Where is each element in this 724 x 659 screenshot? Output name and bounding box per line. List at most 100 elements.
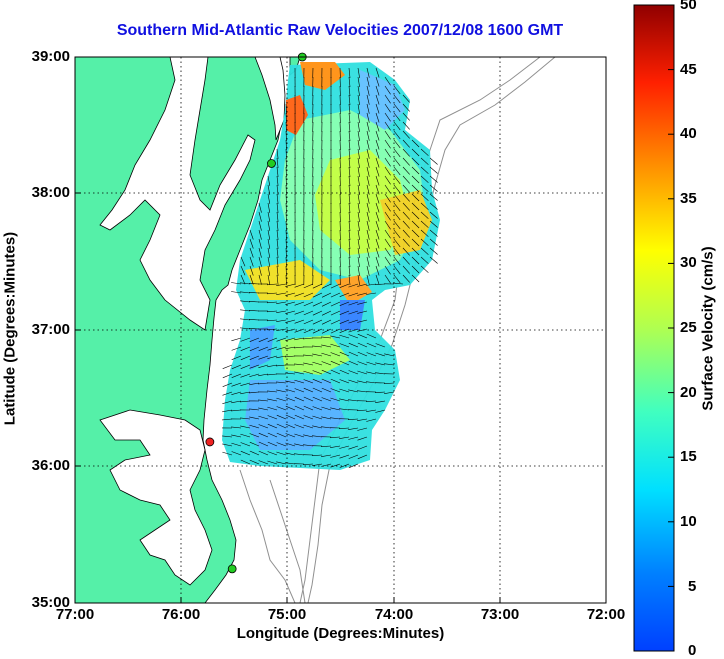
velocity-arrow [357, 310, 368, 314]
velocity-arrow [231, 346, 242, 351]
velocity-arrow [303, 301, 314, 307]
velocity-arrow [285, 139, 287, 151]
velocity-arrow [375, 400, 386, 403]
velocity-arrow [348, 166, 351, 178]
velocity-arrow [339, 319, 350, 324]
velocity-arrow [393, 238, 401, 248]
velocity-arrow [384, 220, 391, 230]
velocity-arrow [240, 274, 246, 285]
velocity-arrow [303, 319, 314, 325]
velocity-arrow [357, 342, 368, 348]
velocity-arrow [330, 343, 341, 348]
velocity-arrow [429, 211, 438, 219]
delaware-station [267, 159, 276, 168]
velocity-arrow [285, 405, 296, 411]
velocity-arrow [357, 193, 360, 204]
velocity-arrow [312, 283, 323, 289]
velocity-arrow [303, 424, 314, 429]
velocity-arrow [393, 103, 401, 113]
colorbar-tick-label: 35 [680, 190, 697, 207]
velocity-arrow [402, 202, 410, 211]
velocity-arrow [420, 247, 429, 255]
velocity-arrow [420, 202, 429, 210]
velocity-arrow [330, 352, 341, 357]
velocity-arrow [312, 378, 323, 384]
velocity-arrow [393, 247, 401, 257]
velocity-arrow [294, 292, 305, 297]
velocity-arrow [357, 292, 368, 296]
velocity-arrow [249, 441, 260, 447]
velocity-arrow [267, 337, 278, 342]
velocity-arrow [294, 371, 305, 375]
velocity-arrow [357, 333, 368, 339]
velocity-arrow [330, 369, 341, 375]
velocity-arrow [285, 414, 296, 420]
velocity-arrow [330, 328, 341, 334]
velocity-arrow [375, 352, 386, 357]
velocity-arrow [384, 121, 391, 131]
velocity-arrow [249, 256, 254, 267]
velocity-arrow [384, 76, 391, 86]
velocity-arrow [357, 370, 368, 375]
velocity-arrow [420, 220, 429, 228]
colorbar-tick-label: 5 [688, 578, 697, 595]
velocity-arrow [258, 274, 262, 285]
velocity-arrow [312, 345, 323, 348]
velocity-arrow [393, 220, 401, 230]
velocity-arrow [330, 292, 341, 298]
velocity-arrow [339, 388, 350, 393]
velocity-arrow [402, 94, 410, 103]
velocity-arrow [285, 175, 287, 187]
velocity-arrow [249, 373, 260, 377]
velocity-arrow [348, 76, 351, 88]
velocity-arrow [366, 238, 370, 249]
velocity-arrow [239, 400, 251, 403]
velocity-arrow [240, 382, 251, 386]
velocity-arrow [348, 247, 351, 259]
velocity-arrow [339, 369, 350, 375]
velocity-arrow [366, 265, 370, 276]
velocity-arrow [348, 265, 351, 277]
velocity-arrow [312, 310, 323, 316]
velocity-arrow [348, 445, 359, 450]
velocity-arrow [276, 389, 287, 393]
colorbar [633, 4, 675, 652]
velocity-arrow [303, 310, 314, 316]
velocity-arrow [375, 343, 386, 348]
velocity-arrow [321, 369, 332, 375]
velocity-arrow [375, 211, 380, 222]
velocity-arrow [285, 157, 287, 169]
velocity-arrow [348, 175, 351, 187]
velocity-arrow [258, 202, 262, 213]
velocity-arrow [384, 184, 391, 194]
velocity-arrow [375, 148, 380, 159]
velocity-arrow [267, 460, 278, 465]
velocity-arrow [339, 436, 350, 439]
velocity-arrow [240, 373, 251, 378]
velocity-arrow [240, 327, 251, 330]
velocity-arrow [320, 445, 332, 447]
velocity-arrow [249, 238, 254, 249]
velocity-arrow [294, 363, 305, 366]
velocity-arrow [276, 381, 287, 384]
velocity-arrow [393, 175, 401, 185]
velocity-arrow [276, 301, 287, 304]
velocity-arrow [411, 265, 420, 274]
velocity-arrow [240, 417, 251, 420]
velocity-arrow [429, 193, 438, 201]
velocity-arrow [366, 157, 370, 168]
velocity-arrow [339, 463, 350, 468]
velocity-arrow [366, 361, 377, 366]
velocity-arrow [222, 435, 233, 438]
velocity-arrow [348, 157, 351, 169]
velocity-arrow [420, 229, 429, 237]
velocity-arrow [285, 397, 296, 402]
velocity-arrow [411, 175, 420, 184]
velocity-arrow [267, 432, 278, 438]
grid-lines [75, 57, 606, 603]
velocity-arrow [240, 265, 246, 276]
velocity-arrow [249, 364, 260, 369]
velocity-arrow [365, 400, 377, 402]
velocity-arrow [276, 346, 287, 350]
